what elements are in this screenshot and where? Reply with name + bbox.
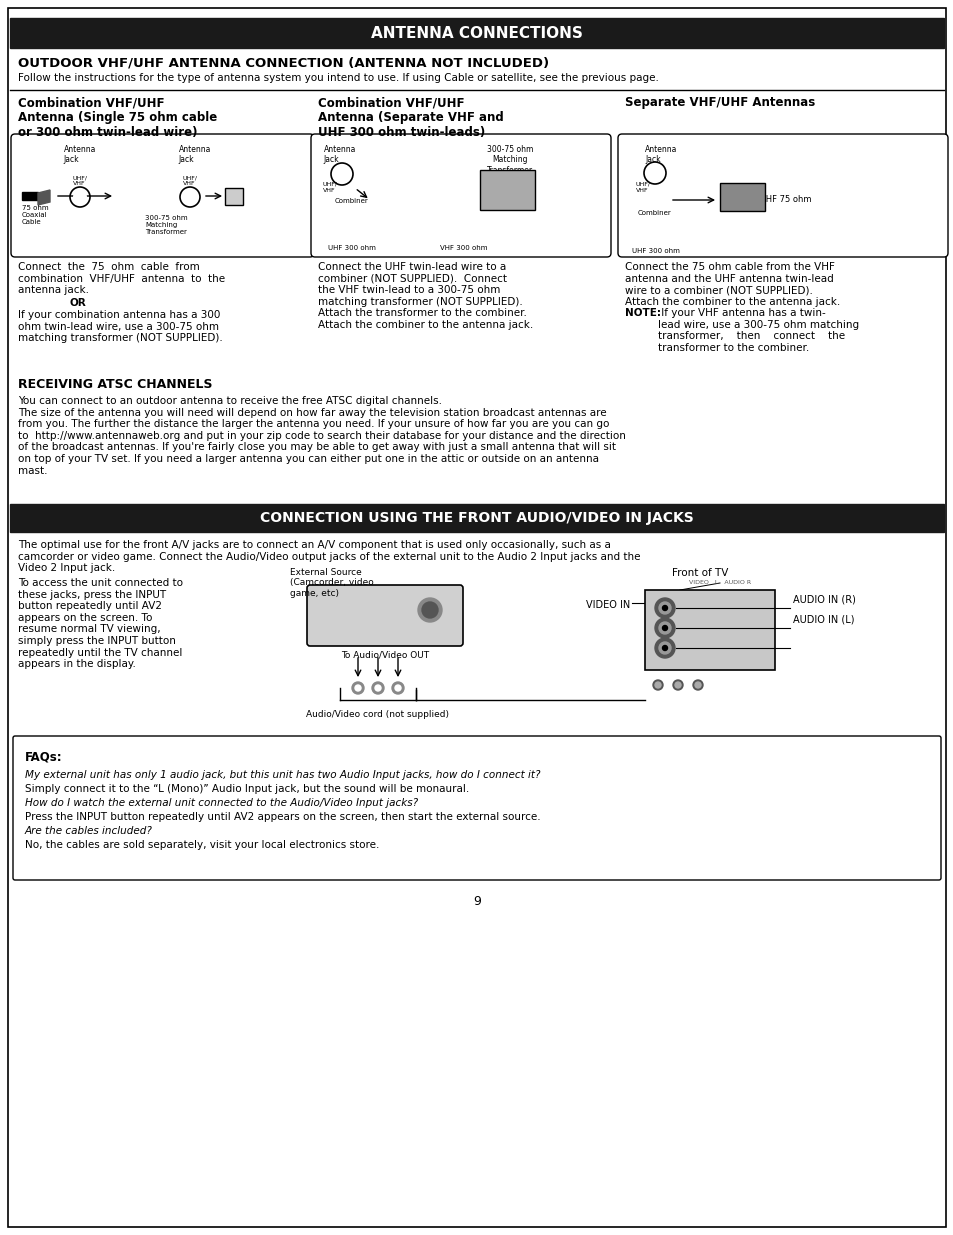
Text: Connect the UHF twin-lead wire to a
combiner (NOT SUPPLIED).  Connect
the VHF tw: Connect the UHF twin-lead wire to a comb… [317, 262, 533, 330]
Text: AUDIO IN (L): AUDIO IN (L) [792, 615, 854, 625]
Circle shape [652, 680, 662, 690]
Text: OUTDOOR VHF/UHF ANTENNA CONNECTION (ANTENNA NOT INCLUDED): OUTDOOR VHF/UHF ANTENNA CONNECTION (ANTE… [18, 56, 549, 69]
Circle shape [661, 646, 667, 651]
Text: You can connect to an outdoor antenna to receive the free ATSC digital channels.: You can connect to an outdoor antenna to… [18, 396, 625, 475]
Text: To access the unit connected to
these jacks, press the INPUT
button repeatedly u: To access the unit connected to these ja… [18, 578, 183, 669]
Circle shape [655, 682, 660, 688]
FancyBboxPatch shape [11, 135, 314, 257]
Circle shape [372, 682, 384, 694]
Text: UHF 300 ohm: UHF 300 ohm [631, 248, 679, 254]
Circle shape [395, 685, 400, 692]
Circle shape [355, 685, 360, 692]
Text: Separate VHF/UHF Antennas: Separate VHF/UHF Antennas [624, 96, 815, 109]
FancyBboxPatch shape [311, 135, 610, 257]
Text: AUDIO IN (R): AUDIO IN (R) [792, 595, 855, 605]
Circle shape [655, 638, 675, 658]
Text: Antenna
Jack: Antenna Jack [644, 144, 677, 164]
Text: ANTENNA CONNECTIONS: ANTENNA CONNECTIONS [371, 26, 582, 41]
Text: To Audio/Video OUT: To Audio/Video OUT [340, 650, 429, 659]
Text: How do I watch the external unit connected to the Audio/Video Input jacks?: How do I watch the external unit connect… [25, 798, 417, 808]
Bar [225, 188, 243, 205]
Circle shape [352, 682, 364, 694]
Circle shape [672, 680, 682, 690]
Circle shape [73, 190, 87, 204]
Text: Press the INPUT button repeatedly until AV2 appears on the screen, then start th: Press the INPUT button repeatedly until … [25, 811, 540, 823]
Circle shape [675, 682, 680, 688]
Circle shape [659, 601, 670, 614]
Text: Combination VHF/UHF
Antenna (Single 75 ohm cable
or 300 ohm twin-lead wire): Combination VHF/UHF Antenna (Single 75 o… [18, 96, 217, 140]
Text: My external unit has only 1 audio jack, but this unit has two Audio Input jacks,: My external unit has only 1 audio jack, … [25, 769, 540, 781]
Text: VIDEO   L   AUDIO R: VIDEO L AUDIO R [688, 580, 750, 585]
Circle shape [692, 680, 702, 690]
Text: Simply connect it to the “L (Mono)” Audio Input jack, but the sound will be mona: Simply connect it to the “L (Mono)” Audi… [25, 784, 469, 794]
Text: UHF/
VHF: UHF/ VHF [635, 182, 650, 193]
Circle shape [421, 601, 437, 618]
Bar [644, 590, 774, 671]
Bar [479, 170, 535, 210]
Text: Are the cables included?: Are the cables included? [25, 826, 152, 836]
Text: Antenna
Jack: Antenna Jack [178, 144, 211, 164]
Text: Combiner: Combiner [335, 198, 369, 204]
Text: External Source
(Camcorder, video
game, etc): External Source (Camcorder, video game, … [290, 568, 374, 598]
Text: RECEIVING ATSC CHANNELS: RECEIVING ATSC CHANNELS [18, 378, 213, 391]
Text: 300-75 ohm
Matching
Transformer: 300-75 ohm Matching Transformer [145, 215, 188, 235]
FancyBboxPatch shape [307, 585, 462, 646]
Text: Audio/Video cord (not supplied): Audio/Video cord (not supplied) [306, 710, 449, 719]
Text: Follow the instructions for the type of antenna system you intend to use. If usi: Follow the instructions for the type of … [18, 73, 659, 83]
FancyBboxPatch shape [618, 135, 947, 257]
Text: VHF 300 ohm: VHF 300 ohm [439, 245, 487, 251]
Text: Connect  the  75  ohm  cable  from
combination  VHF/UHF  antenna  to  the
antenn: Connect the 75 ohm cable from combinatio… [18, 262, 225, 295]
Circle shape [392, 682, 403, 694]
Text: UHF/
VHF: UHF/ VHF [322, 182, 337, 193]
Text: If your VHF antenna has a twin-
lead wire, use a 300-75 ohm matching
transformer: If your VHF antenna has a twin- lead wir… [658, 308, 859, 353]
Circle shape [659, 642, 670, 655]
Text: FAQs:: FAQs: [25, 750, 63, 763]
Text: No, the cables are sold separately, visit your local electronics store.: No, the cables are sold separately, visi… [25, 840, 379, 850]
Bar [10, 19, 943, 48]
Circle shape [334, 165, 350, 182]
Text: NOTE:: NOTE: [624, 308, 660, 317]
Text: Front of TV: Front of TV [671, 568, 727, 578]
Circle shape [659, 622, 670, 634]
Text: Antenna
Jack: Antenna Jack [64, 144, 96, 164]
Text: Combiner: Combiner [638, 210, 671, 216]
Bar [720, 183, 764, 211]
Text: UHF 300 ohm: UHF 300 ohm [328, 245, 375, 251]
Text: Combination VHF/UHF
Antenna (Separate VHF and
UHF 300 ohm twin-leads): Combination VHF/UHF Antenna (Separate VH… [317, 96, 503, 140]
Circle shape [661, 625, 667, 631]
Text: 75 ohm
Coaxial
Cable: 75 ohm Coaxial Cable [22, 205, 49, 225]
Text: Antenna
Jack: Antenna Jack [323, 144, 355, 164]
Polygon shape [22, 191, 38, 200]
Text: VIDEO IN: VIDEO IN [585, 600, 629, 610]
Circle shape [375, 685, 380, 692]
Text: OR: OR [70, 298, 87, 308]
Text: VHF 75 ohm: VHF 75 ohm [760, 195, 811, 204]
Circle shape [655, 598, 675, 618]
Circle shape [655, 618, 675, 638]
Circle shape [183, 190, 196, 204]
FancyBboxPatch shape [13, 736, 940, 881]
Text: 9: 9 [473, 895, 480, 908]
Text: UHF/
VHF: UHF/ VHF [182, 175, 197, 185]
Text: Connect the 75 ohm cable from the VHF
antenna and the UHF antenna twin-lead
wire: Connect the 75 ohm cable from the VHF an… [624, 262, 840, 306]
Circle shape [661, 605, 667, 610]
Text: CONNECTION USING THE FRONT AUDIO/VIDEO IN JACKS: CONNECTION USING THE FRONT AUDIO/VIDEO I… [260, 511, 693, 525]
Polygon shape [38, 190, 50, 205]
Text: If your combination antenna has a 300
ohm twin-lead wire, use a 300-75 ohm
match: If your combination antenna has a 300 oh… [18, 310, 222, 343]
Circle shape [417, 598, 441, 622]
Circle shape [646, 165, 662, 182]
Bar [10, 504, 943, 532]
Text: UHF/
VHF: UHF/ VHF [72, 175, 88, 185]
Text: 300-75 ohm
Matching
Transformer: 300-75 ohm Matching Transformer [486, 144, 533, 175]
Text: The optimal use for the front A/V jacks are to connect an A/V component that is : The optimal use for the front A/V jacks … [18, 540, 639, 573]
Circle shape [695, 682, 700, 688]
